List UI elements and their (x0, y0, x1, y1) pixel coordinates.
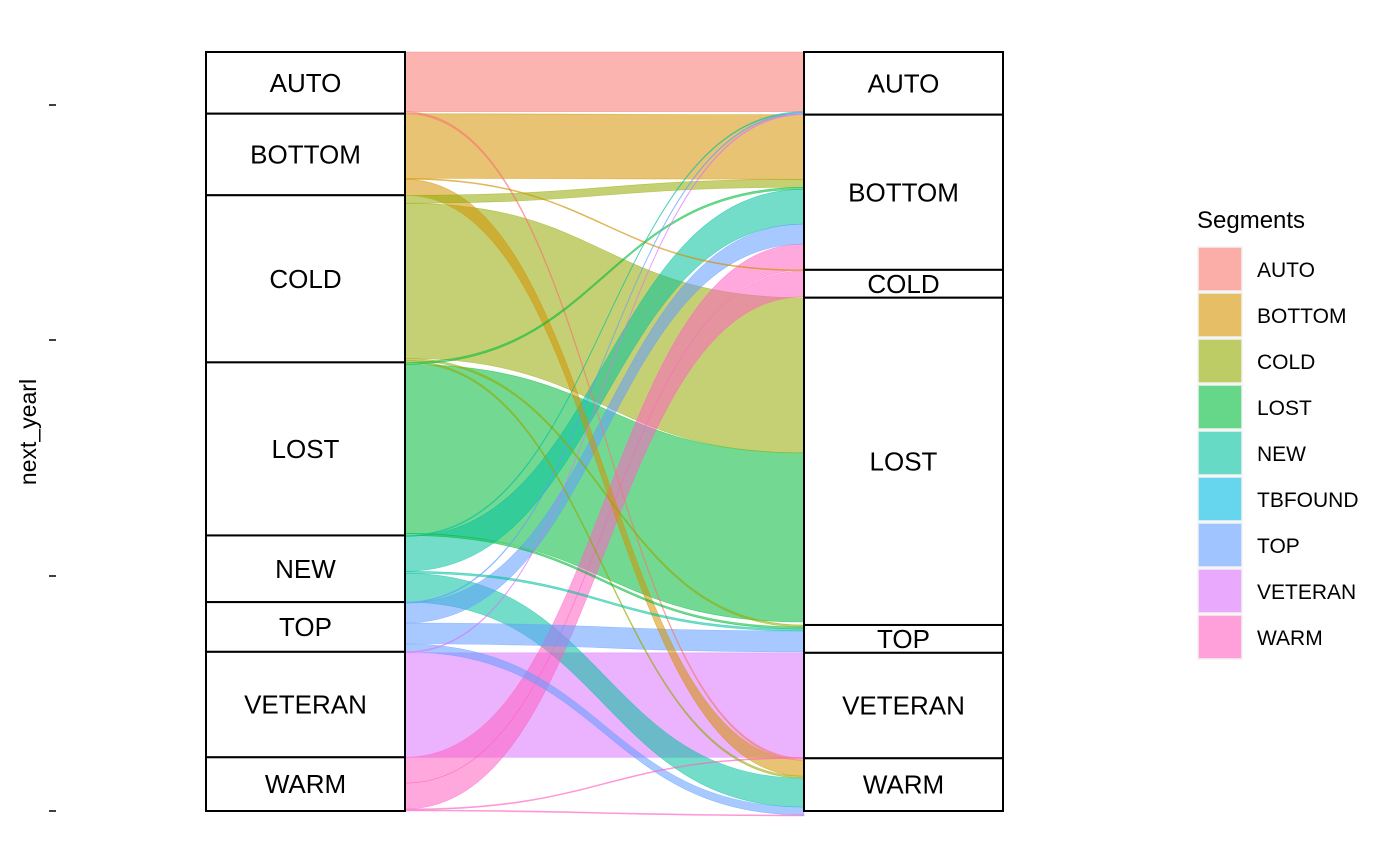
legend-swatch (1197, 568, 1243, 614)
right-stratum-label: WARM (863, 770, 944, 800)
flows-layer (404, 51, 805, 817)
legend-item-label: COLD (1257, 351, 1315, 374)
right-stratum-cold (803, 268, 1004, 299)
legend-swatch (1197, 338, 1243, 384)
legend-item-label: TOP (1257, 535, 1300, 558)
left-stratum-label: TOP (279, 612, 332, 642)
legend-title: Segments (1197, 207, 1305, 234)
left-stratum-label: BOTTOM (250, 139, 361, 169)
left-stratum-veteran (205, 650, 406, 759)
left-stratum-auto (205, 51, 406, 115)
legend-item-label: NEW (1257, 443, 1306, 466)
y-axis-title: next_yearl (15, 379, 41, 485)
left-stratum-new (205, 534, 406, 604)
right-strata: AUTO BOTTOM COLD LOST TOP VETERAN WARM (803, 51, 1004, 812)
flow-warm-to-warm (404, 809, 805, 817)
right-stratum-bottom (803, 113, 1004, 271)
left-stratum-label: NEW (275, 554, 336, 584)
legend-swatch (1197, 246, 1243, 292)
right-stratum-veteran (803, 651, 1004, 760)
right-stratum-label: BOTTOM (848, 177, 959, 207)
right-stratum-auto (803, 51, 1004, 116)
legend-item-label: WARM (1257, 627, 1323, 650)
legend-item-label: LOST (1257, 397, 1312, 420)
left-stratum-label: VETERAN (244, 690, 367, 720)
legend-swatch (1197, 292, 1243, 338)
legend-item-label: TBFOUND (1257, 489, 1359, 512)
left-stratum-top (205, 601, 406, 653)
left-stratum-warm (205, 756, 406, 812)
flow-cold-to-bottom (404, 179, 805, 204)
flow-auto-to-auto (404, 51, 805, 112)
flow-bottom-to-bottom (404, 113, 805, 180)
legend-swatch (1197, 522, 1243, 568)
right-stratum-label: TOP (877, 624, 930, 654)
legend-item-label: VETERAN (1257, 581, 1356, 604)
left-stratum-label: WARM (265, 769, 346, 799)
right-stratum-top (803, 623, 1004, 654)
right-stratum-label: COLD (867, 269, 939, 299)
right-stratum-label: LOST (870, 446, 938, 476)
right-stratum-warm (803, 757, 1004, 812)
legend-swatch (1197, 614, 1243, 660)
right-stratum-lost (803, 296, 1004, 626)
right-stratum-label: AUTO (868, 68, 940, 98)
y-axis: next_yearl (15, 104, 56, 812)
legend-swatch (1197, 384, 1243, 430)
legend-swatch (1197, 476, 1243, 522)
left-strata: AUTO BOTTOM COLD LOST NEW TOP VETERAN WARM (205, 51, 406, 812)
left-stratum-bottom (205, 112, 406, 197)
legend: Segments AUTO BOTTOM COLD LOST NEW TBFOUND TOP… (1197, 207, 1359, 660)
legend-item-label: BOTTOM (1257, 305, 1346, 328)
left-stratum-cold (205, 194, 406, 364)
legend-swatch (1197, 430, 1243, 476)
left-stratum-label: COLD (269, 264, 341, 294)
left-stratum-label: AUTO (270, 68, 342, 98)
right-stratum-label: VETERAN (842, 691, 965, 721)
left-stratum-label: LOST (272, 434, 340, 464)
legend-item-label: AUTO (1257, 259, 1315, 282)
